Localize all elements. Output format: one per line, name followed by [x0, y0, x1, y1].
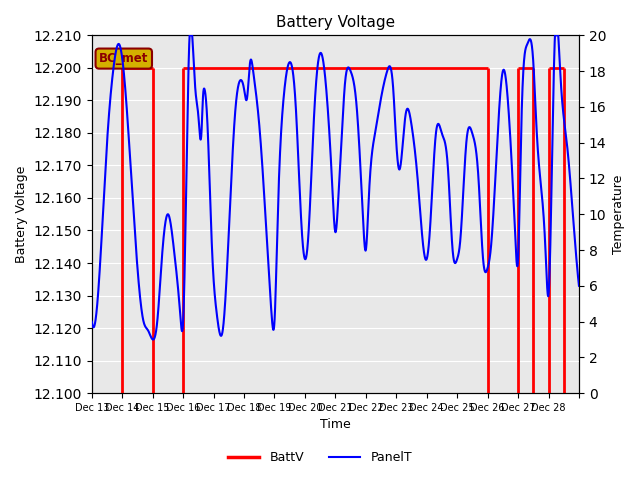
Title: Battery Voltage: Battery Voltage — [276, 15, 395, 30]
Legend: BattV, PanelT: BattV, PanelT — [223, 446, 417, 469]
Y-axis label: Temperature: Temperature — [612, 175, 625, 254]
Y-axis label: Battery Voltage: Battery Voltage — [15, 166, 28, 263]
Text: BC_met: BC_met — [99, 52, 148, 65]
X-axis label: Time: Time — [320, 419, 351, 432]
